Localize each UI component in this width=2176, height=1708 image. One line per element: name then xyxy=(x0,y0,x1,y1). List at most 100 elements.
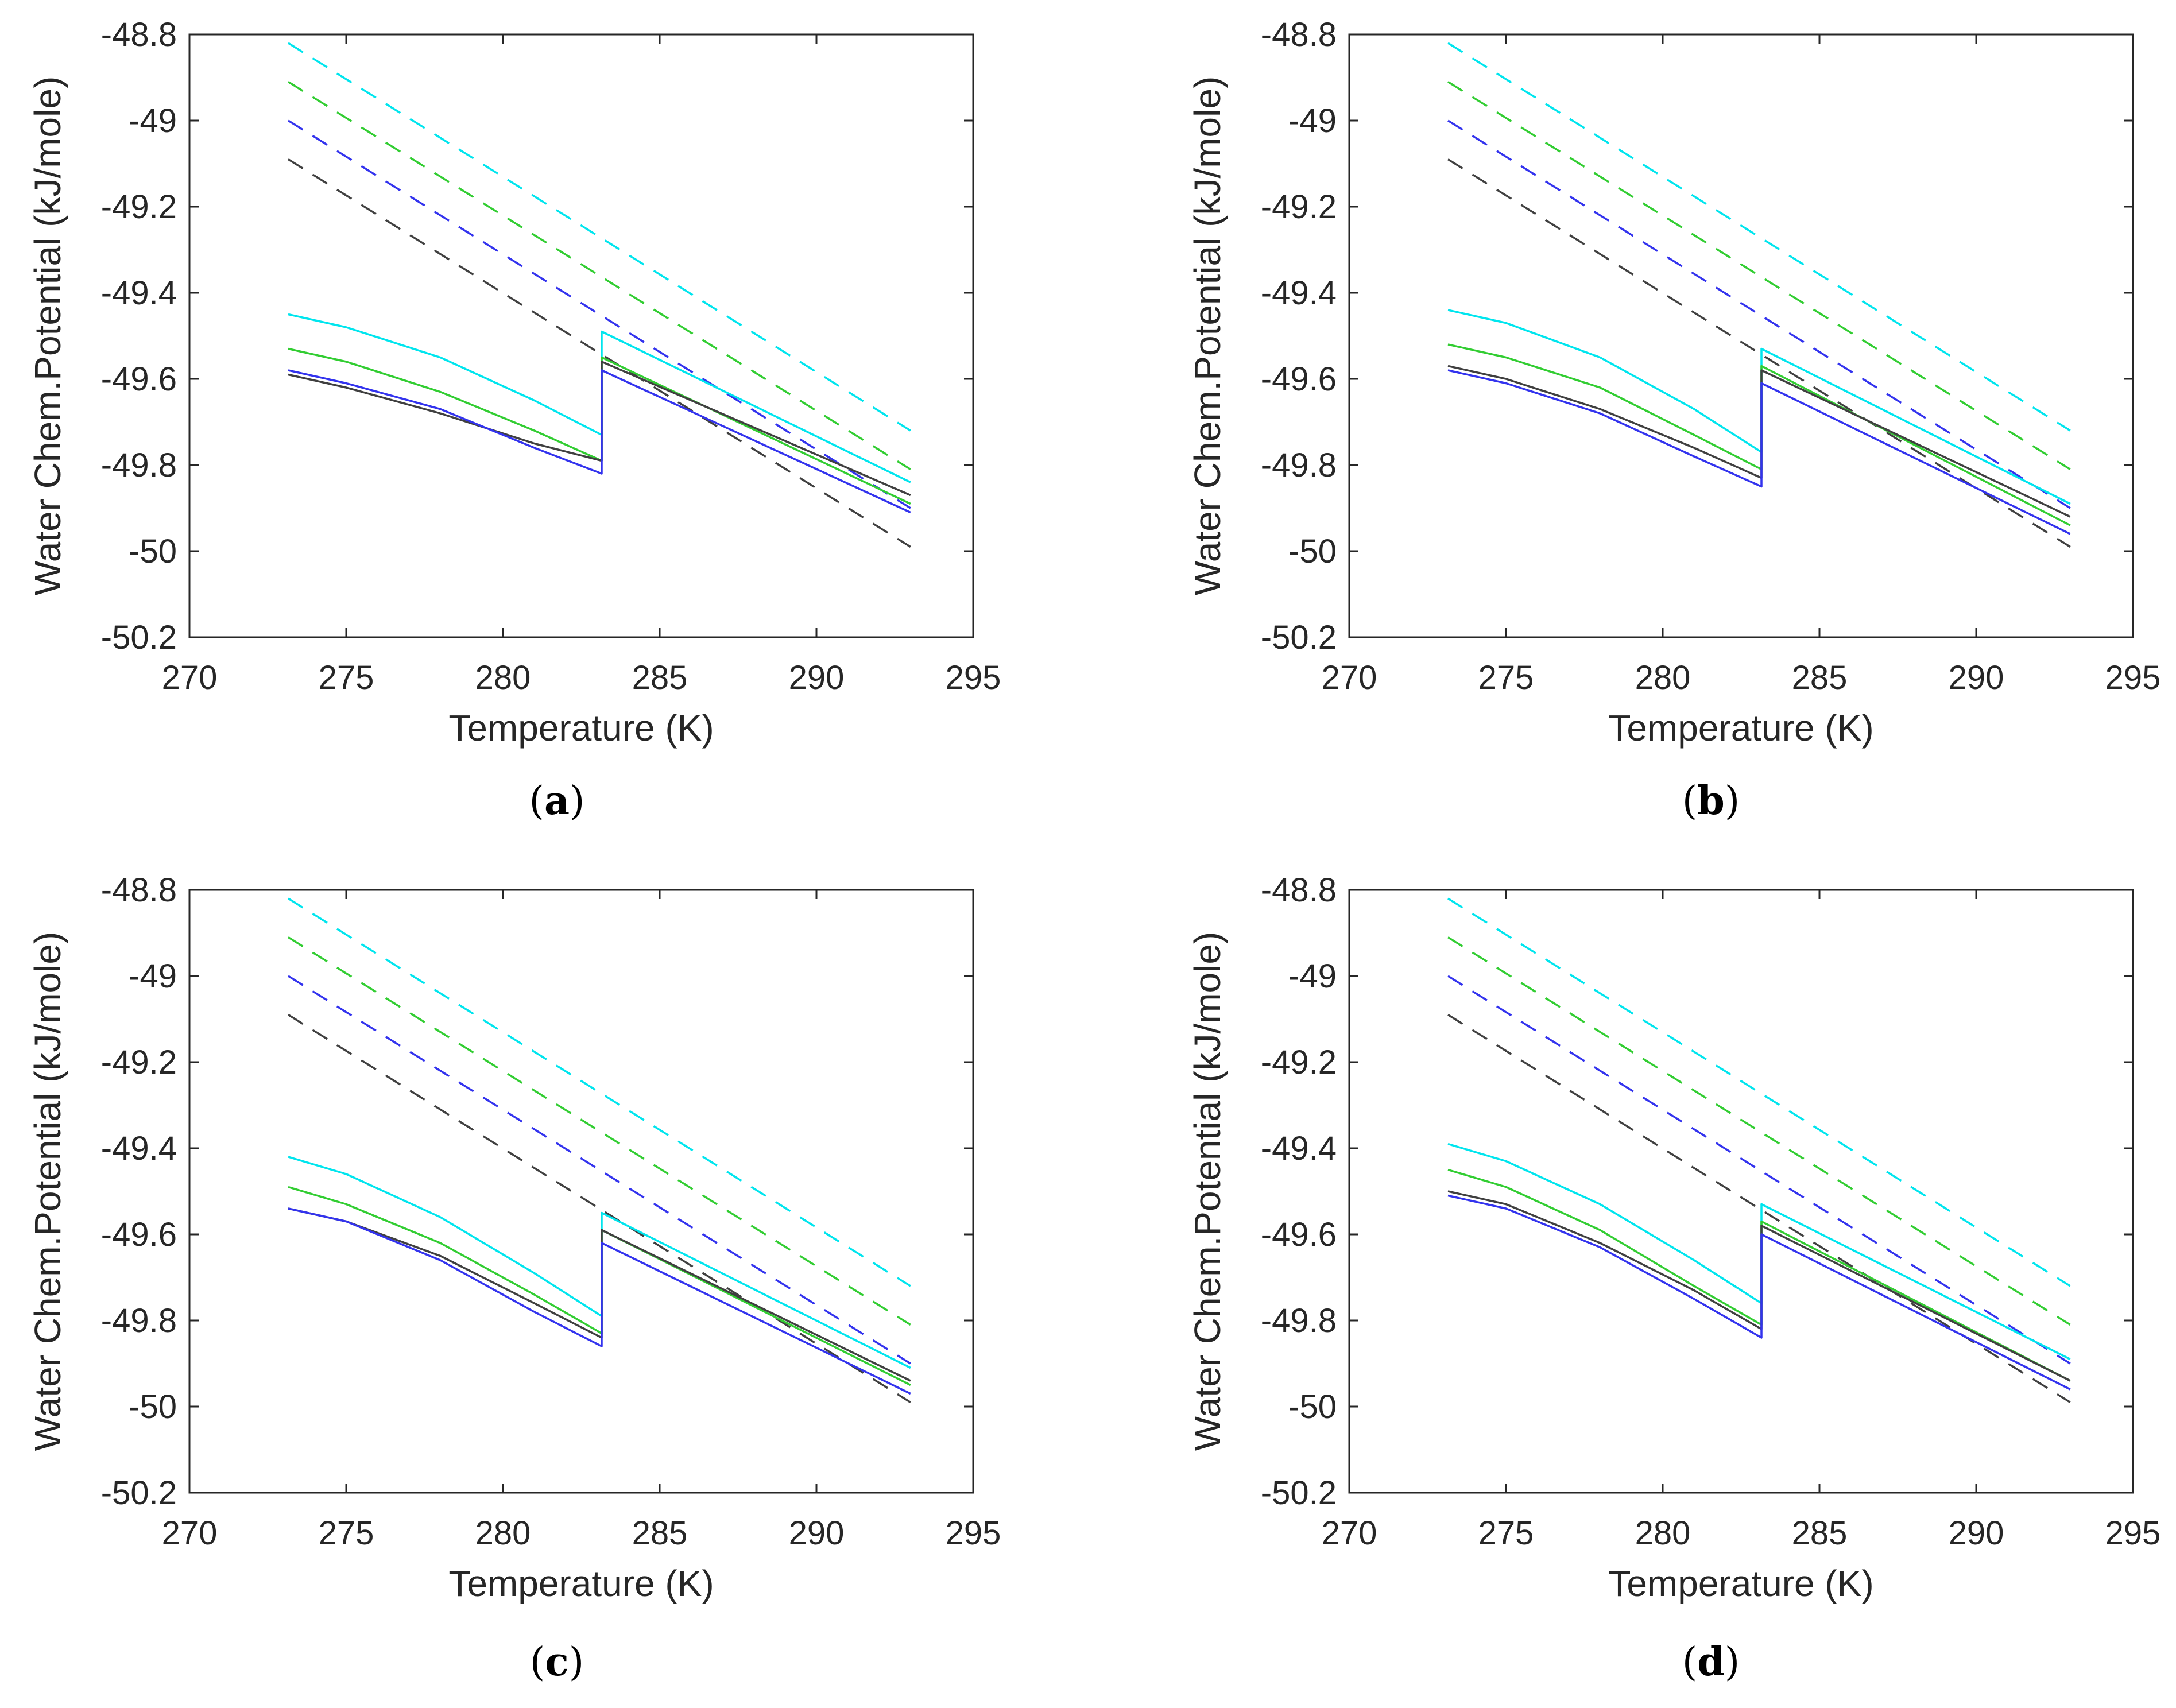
y-tick-label: -48.8 xyxy=(1261,16,1337,53)
x-tick-label: 290 xyxy=(1949,659,2004,696)
series-line-cyan xyxy=(288,313,911,483)
series-line-green xyxy=(1447,1168,2071,1382)
series-line-black xyxy=(1447,1190,2071,1382)
series-line-cyan xyxy=(1447,309,2071,505)
y-tick-label: -50 xyxy=(129,533,177,570)
x-tick-label: 275 xyxy=(319,659,374,696)
y-tick-label: -49.2 xyxy=(101,1044,177,1081)
x-tick-label: 290 xyxy=(1949,1515,2004,1552)
plot-box xyxy=(188,33,974,638)
caption-a: (a) xyxy=(529,778,585,824)
x-axis-label: Temperature (K) xyxy=(1608,1563,1873,1604)
y-tick-label: -49.4 xyxy=(1261,1130,1337,1167)
series-line-blue-dashed xyxy=(288,975,911,1365)
y-axis-label: Water Chem.Potential (kJ/mole) xyxy=(1187,76,1228,596)
series-line-green-dashed xyxy=(1447,81,2071,470)
series-line-black-dashed xyxy=(1447,1014,2071,1403)
x-tick-label: 280 xyxy=(475,1515,531,1552)
y-tick-label: -49.8 xyxy=(101,1302,177,1339)
series-line-blue-dashed xyxy=(1447,975,2071,1365)
x-tick-label: 280 xyxy=(1635,659,1691,696)
y-tick-label: -49.6 xyxy=(1261,1216,1337,1253)
y-tick-label: -49.8 xyxy=(1261,1302,1337,1339)
x-tick-label: 280 xyxy=(1635,1515,1691,1552)
y-tick-label: -49 xyxy=(1288,958,1337,995)
series-line-black-dashed xyxy=(288,158,911,548)
plot-box xyxy=(188,889,974,1494)
chart-panel-c: 270 275 280 285 290 295 -48.8 -49 -49.2 -49.4 -49.… xyxy=(0,855,1088,1630)
series-line-green xyxy=(1447,343,2071,526)
series-line-blue xyxy=(1447,1194,2071,1391)
chart-panel-b: 270 275 280 285 290 295 -48.8 -49 -49.2 -49.4 -49.… xyxy=(1160,0,2176,844)
series-line-cyan-dashed xyxy=(288,897,911,1287)
x-tick-label: 270 xyxy=(1322,659,1377,696)
x-axis-label: Temperature (K) xyxy=(1608,707,1873,749)
y-tick-label: -50.2 xyxy=(101,619,177,656)
y-tick-label: -49 xyxy=(1288,102,1337,140)
series-line-cyan xyxy=(1447,1142,2071,1361)
y-tick-label: -49 xyxy=(129,102,177,140)
y-tick-label: -50.2 xyxy=(1261,1474,1337,1512)
y-tick-label: -49.2 xyxy=(1261,1044,1337,1081)
y-tick-label: -49.8 xyxy=(1261,447,1337,484)
series-line-cyan-dashed xyxy=(1447,42,2071,432)
y-tick-label: -49 xyxy=(129,958,177,995)
series-line-blue xyxy=(288,369,911,514)
y-tick-label: -50 xyxy=(129,1388,177,1426)
series-line-cyan-dashed xyxy=(1447,897,2071,1287)
plot-box xyxy=(1348,889,2134,1494)
chart-a: 270 275 280 285 290 295 -48.8 -49 -49.2 -49.4 -49.… xyxy=(27,16,1001,749)
series-line-cyan-dashed xyxy=(288,42,911,432)
y-tick-label: -49.8 xyxy=(101,447,177,484)
chart-d: 270 275 280 285 290 295 -48.8 -49 -49.2 -49.4 -49.… xyxy=(1187,872,2161,1604)
x-axis-label: Temperature (K) xyxy=(448,1563,714,1604)
x-tick-label: 290 xyxy=(789,1515,845,1552)
series-line-green-dashed xyxy=(288,936,911,1326)
x-tick-label: 275 xyxy=(319,1515,374,1552)
series-line-green-dashed xyxy=(1447,936,2071,1326)
y-axis-label: Water Chem.Potential (kJ/mole) xyxy=(27,932,68,1451)
x-tick-label: 270 xyxy=(1322,1515,1377,1552)
series-line-black xyxy=(1447,365,2071,518)
series-line-green xyxy=(288,347,911,505)
series-line-blue xyxy=(1447,369,2071,535)
x-tick-label: 275 xyxy=(1478,1515,1534,1552)
chart-panel-d: 270 275 280 285 290 295 -48.8 -49 -49.2 -49.4 -49.… xyxy=(1160,855,2176,1630)
y-tick-label: -50.2 xyxy=(101,1474,177,1512)
x-tick-label: 285 xyxy=(1792,659,1848,696)
caption-b: (b) xyxy=(1682,778,1740,824)
y-tick-label: -49.2 xyxy=(101,188,177,226)
series-line-green xyxy=(288,1186,911,1386)
series-line-green-dashed xyxy=(288,81,911,470)
x-tick-label: 270 xyxy=(162,659,218,696)
y-axis-label: Water Chem.Potential (kJ/mole) xyxy=(27,76,68,596)
x-tick-label: 285 xyxy=(632,659,688,696)
x-tick-label: 285 xyxy=(632,1515,688,1552)
plot-box xyxy=(1348,33,2134,638)
series-line-black xyxy=(288,1207,911,1382)
series-line-blue-dashed xyxy=(288,119,911,509)
y-tick-label: -50.2 xyxy=(1261,619,1337,656)
series-line-blue xyxy=(288,1207,911,1395)
x-tick-label: 275 xyxy=(1478,659,1534,696)
chart-c: 270 275 280 285 290 295 -48.8 -49 -49.2 -49.4 -49.… xyxy=(27,872,1001,1604)
x-tick-label: 280 xyxy=(475,659,531,696)
x-axis-label: Temperature (K) xyxy=(448,707,714,749)
x-tick-label: 295 xyxy=(946,1515,1001,1552)
x-tick-label: 285 xyxy=(1792,1515,1848,1552)
series-line-cyan xyxy=(288,1156,911,1369)
series-line-black xyxy=(288,361,911,497)
y-tick-label: -49.2 xyxy=(1261,188,1337,226)
x-tick-label: 295 xyxy=(946,659,1001,696)
y-tick-label: -49.4 xyxy=(101,1130,177,1167)
x-tick-label: 270 xyxy=(162,1515,218,1552)
y-tick-label: -48.8 xyxy=(101,872,177,909)
chart-panel-a: 270 275 280 285 290 295 -48.8 -49 -49.2 -49.4 -49.… xyxy=(0,0,1088,844)
x-tick-label: 295 xyxy=(2105,1515,2161,1552)
y-tick-label: -49.6 xyxy=(1261,361,1337,398)
y-tick-label: -50 xyxy=(1288,1388,1337,1426)
y-axis-label: Water Chem.Potential (kJ/mole) xyxy=(1187,932,1228,1451)
y-tick-label: -48.8 xyxy=(1261,872,1337,909)
caption-c: (c) xyxy=(529,1639,584,1685)
y-tick-label: -49.4 xyxy=(101,274,177,312)
